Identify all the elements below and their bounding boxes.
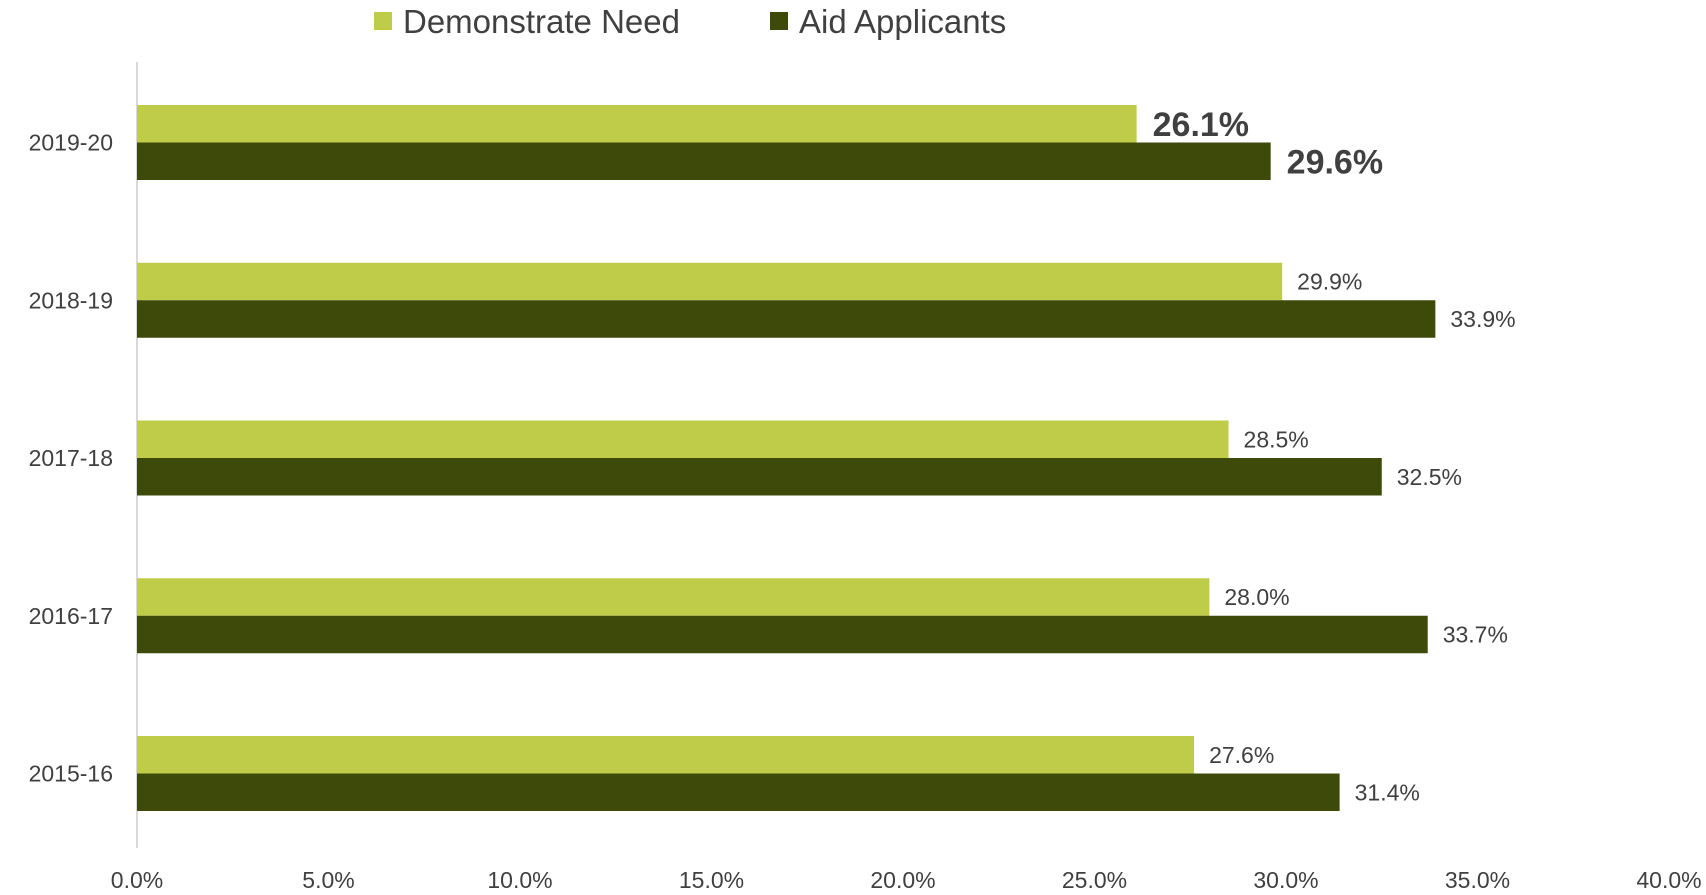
category-label: 2015-16 — [29, 761, 113, 787]
data-label: 33.9% — [1450, 306, 1515, 332]
legend-label: Aid Applicants — [799, 3, 1006, 40]
legend-label: Demonstrate Need — [403, 3, 680, 40]
bar-demonstrate-need — [137, 578, 1210, 616]
data-labels: 26.1% 29.6% 29.9% 33.9% 28.5% 32.5% 28.0% 33.7%… — [1153, 106, 1516, 806]
bar-aid-applicants — [137, 615, 1428, 654]
bar-demonstrate-need — [137, 105, 1137, 143]
x-tick-label: 20.0% — [870, 867, 935, 893]
bar-aid-applicants — [137, 458, 1382, 496]
x-tick-labels: 0.0% 5.0% 10.0% 15.0% 20.0% 25.0% 30.0% 35.0% 40… — [111, 867, 1702, 893]
category-label: 2018-19 — [29, 287, 113, 313]
bar-aid-applicants — [137, 773, 1340, 811]
category-label: 2019-20 — [29, 130, 113, 156]
x-tick-label: 15.0% — [679, 867, 744, 893]
bar-demonstrate-need — [137, 420, 1229, 458]
category-label: 2017-18 — [29, 445, 113, 471]
data-label: 26.1% — [1153, 106, 1249, 144]
x-tick-label: 10.0% — [487, 867, 552, 893]
bar-aid-applicants — [137, 300, 1436, 338]
data-label: 28.5% — [1244, 426, 1309, 452]
legend: Demonstrate Need Aid Applicants — [374, 3, 1006, 40]
category-label: 2016-17 — [29, 603, 113, 629]
bar-demonstrate-need — [137, 736, 1195, 774]
data-label: 27.6% — [1209, 742, 1274, 768]
x-tick-label: 5.0% — [302, 867, 354, 893]
data-label: 29.9% — [1297, 269, 1362, 295]
x-tick-label: 25.0% — [1062, 867, 1127, 893]
legend-swatch — [770, 12, 788, 30]
data-label: 31.4% — [1355, 779, 1420, 805]
bar-demonstrate-need — [137, 262, 1283, 301]
bar-aid-applicants — [137, 142, 1271, 180]
x-tick-label: 30.0% — [1253, 867, 1318, 893]
data-label: 33.7% — [1443, 622, 1508, 648]
category-labels: 2019-20 2018-19 2017-18 2016-17 2015-16 — [29, 130, 113, 787]
x-tick-label: 0.0% — [111, 867, 163, 893]
data-label: 32.5% — [1397, 464, 1462, 490]
data-label: 29.6% — [1287, 143, 1383, 181]
x-tick-label: 40.0% — [1636, 867, 1701, 893]
legend-swatch — [374, 12, 392, 30]
bars — [137, 105, 1436, 811]
x-tick-label: 35.0% — [1445, 867, 1510, 893]
data-label: 28.0% — [1224, 584, 1289, 610]
